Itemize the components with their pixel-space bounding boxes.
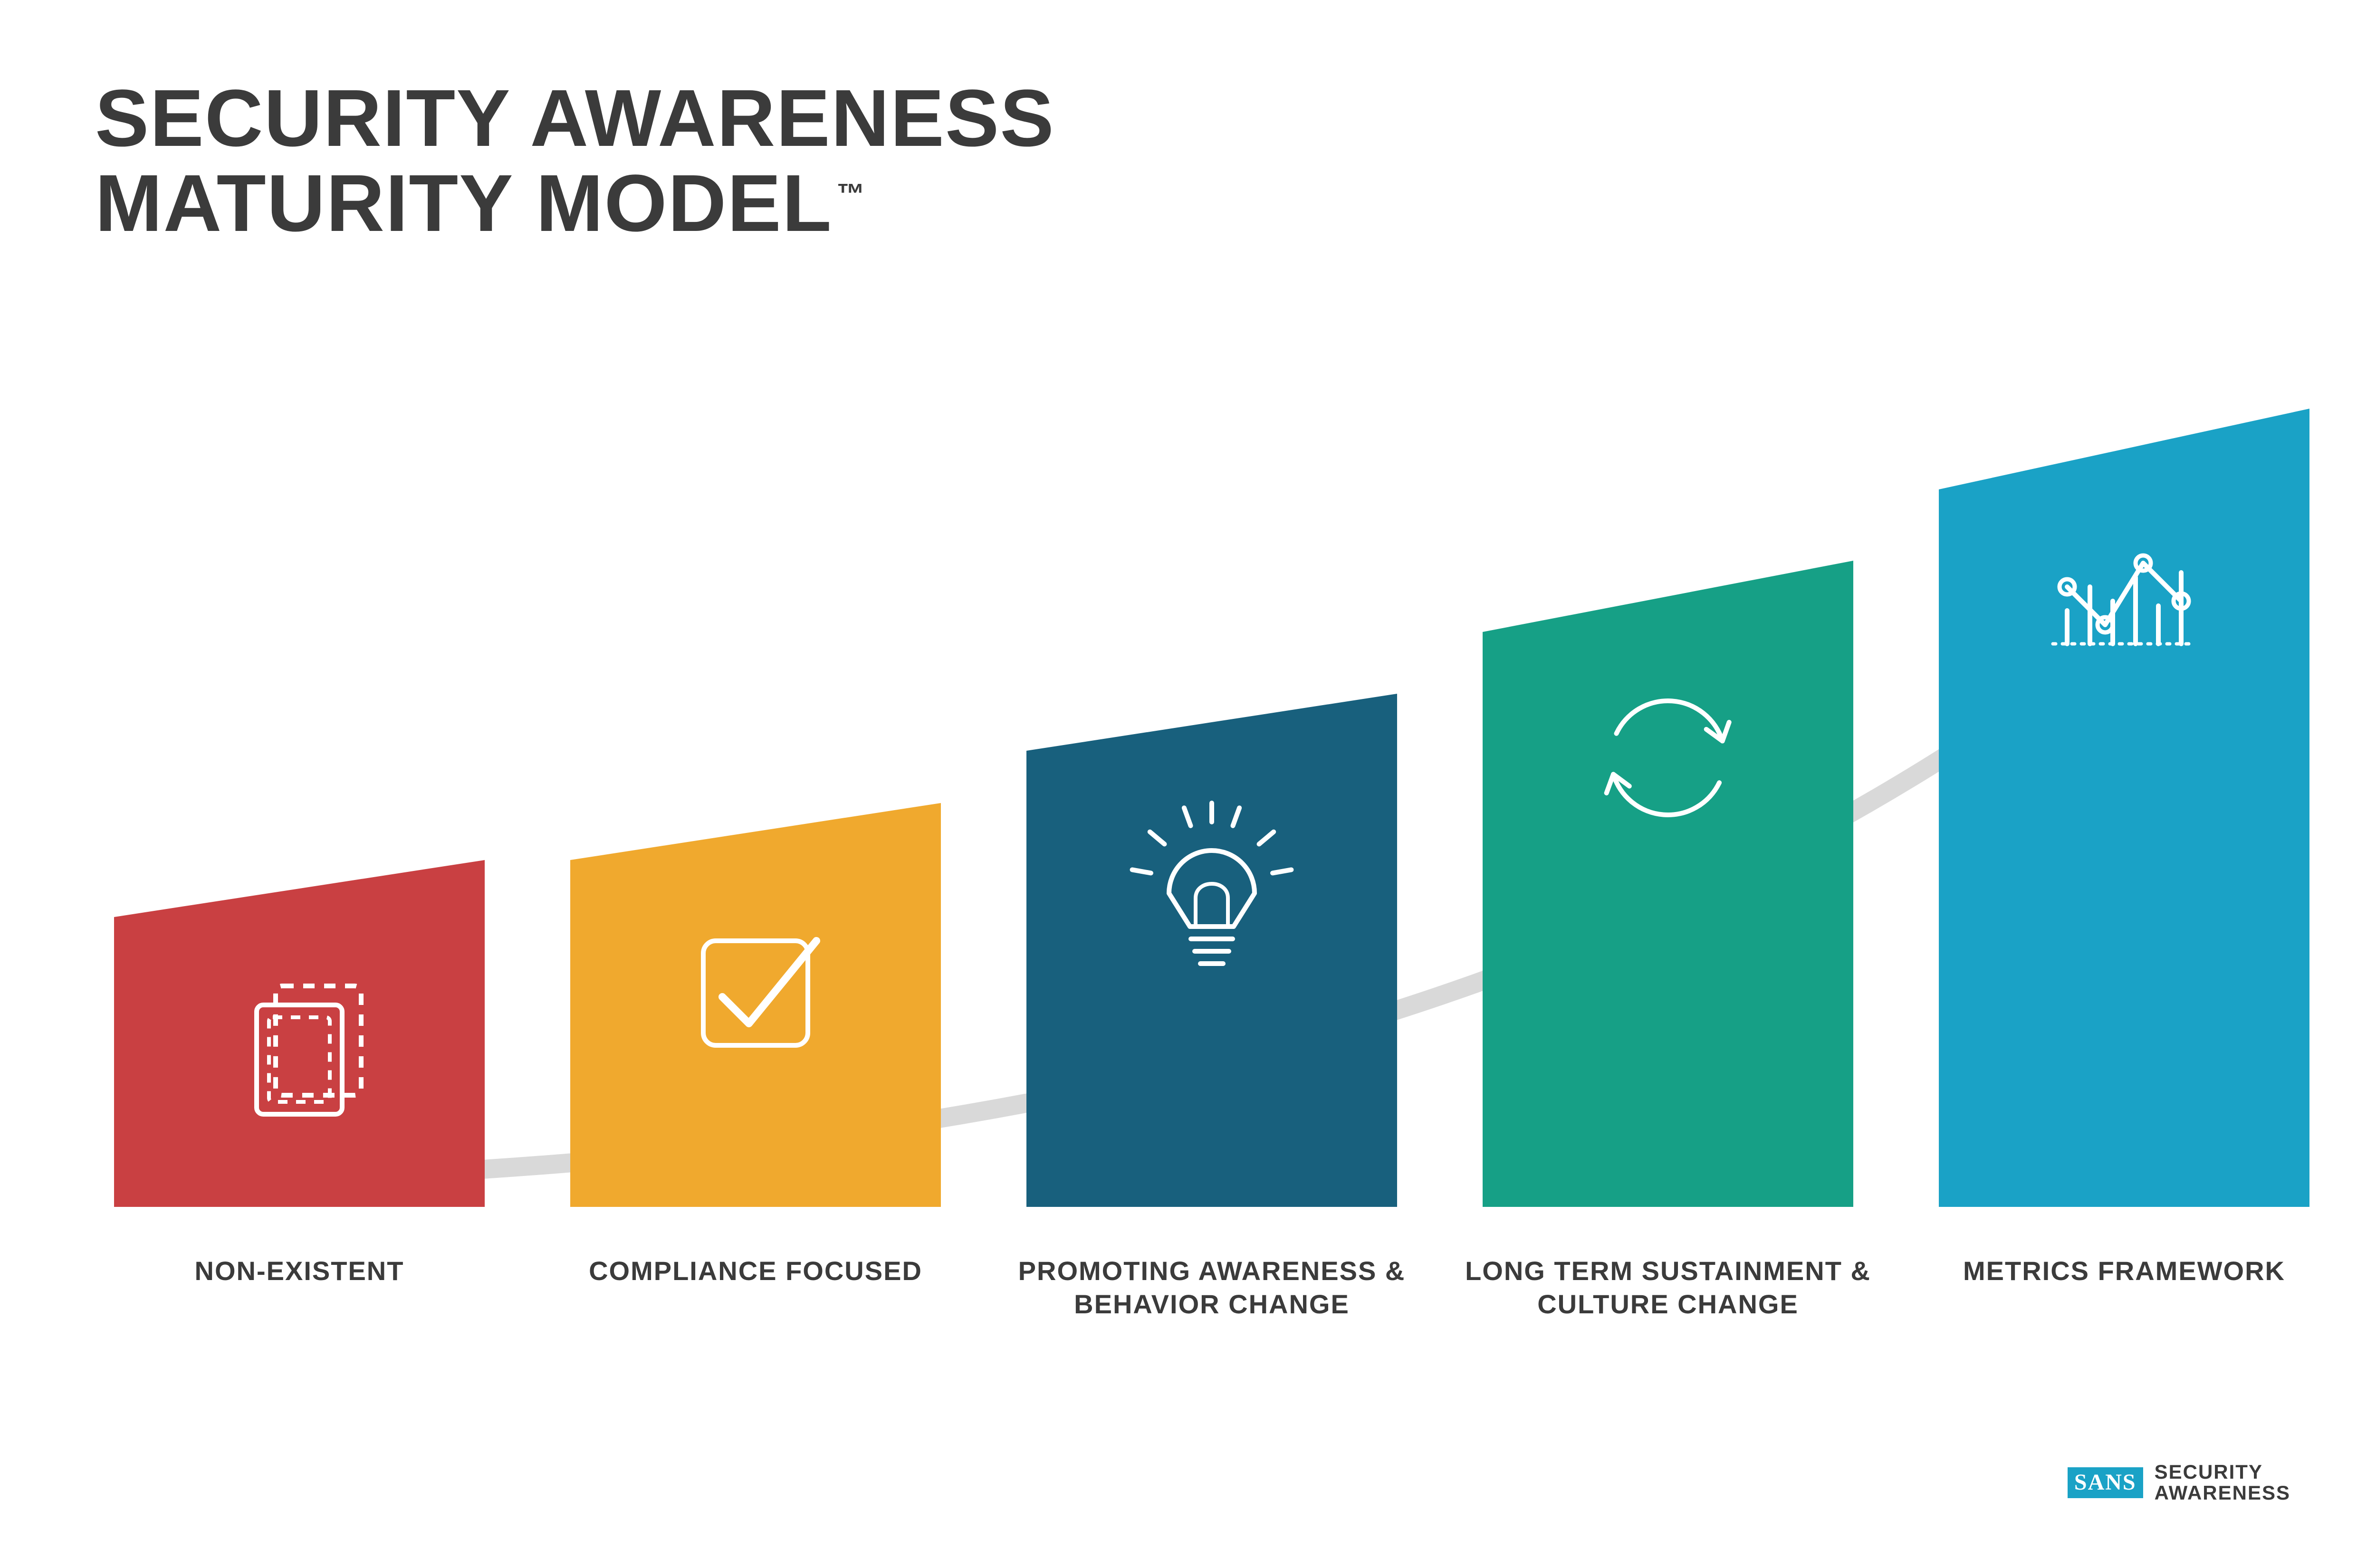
bar-label-awareness: PROMOTING AWARENESS & BEHAVIOR CHANGE: [1007, 1254, 1416, 1321]
sans-logo-line-2: AWARENESS: [2155, 1482, 2290, 1503]
maturity-bar-awareness: [1026, 694, 1397, 1207]
sans-logo-text: SECURITY AWARENESS: [2155, 1462, 2290, 1503]
sans-logo: SANS SECURITY AWARENESS: [2068, 1454, 2290, 1511]
maturity-chart: NON-EXISTENTCOMPLIANCE FOCUSEDPROMOTING …: [114, 428, 2309, 1378]
title-line-2: MATURITY MODEL™: [95, 161, 1055, 246]
bar-label-compliance: COMPLIANCE FOCUSED: [551, 1254, 960, 1288]
bar-label-metrics: METRICS FRAMEWORK: [1920, 1254, 2328, 1288]
maturity-chart-svg: [114, 428, 2309, 1235]
maturity-bar-sustainment: [1483, 561, 1853, 1207]
sans-logo-box: SANS: [2068, 1467, 2143, 1498]
maturity-bar-nonexistent: [114, 860, 485, 1207]
trademark-symbol: ™: [837, 178, 866, 210]
title-line-2-main: MATURITY MODEL: [95, 158, 833, 249]
sans-logo-line-1: SECURITY: [2155, 1462, 2290, 1482]
bar-label-sustainment: LONG TERM SUSTAINMENT & CULTURE CHANGE: [1464, 1254, 1872, 1321]
maturity-bar-compliance: [570, 803, 941, 1207]
title-line-1: SECURITY AWARENESS: [95, 76, 1055, 161]
page-title: SECURITY AWARENESS MATURITY MODEL™: [95, 76, 1055, 246]
bar-labels-row: NON-EXISTENTCOMPLIANCE FOCUSEDPROMOTING …: [114, 1254, 2309, 1378]
bar-label-nonexistent: NON-EXISTENT: [95, 1254, 504, 1288]
maturity-bar-metrics: [1939, 409, 2309, 1207]
